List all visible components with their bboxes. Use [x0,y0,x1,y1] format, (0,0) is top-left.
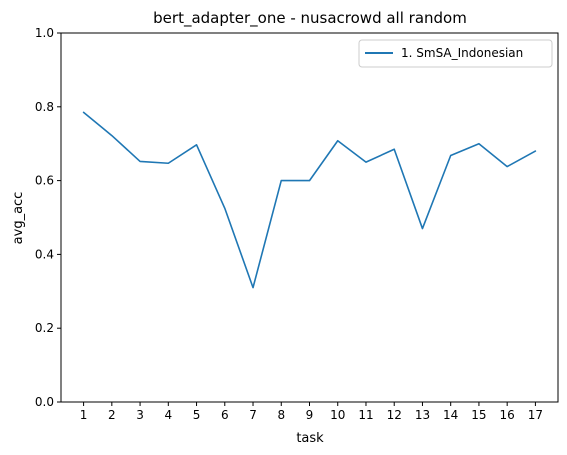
series-layer [82,111,537,289]
y-tick-label: 0.2 [35,321,54,335]
x-tick-label: 1 [80,408,88,422]
x-tick-label: 2 [108,408,116,422]
y-axis: 0.0 0.2 0.4 0.6 0.8 1.0 [35,26,61,409]
plot-frame [60,32,559,403]
series-line-0 [82,111,537,289]
y-tick-label: 0.6 [35,174,54,188]
x-tick-label: 8 [277,408,285,422]
x-tick-label: 9 [306,408,314,422]
plot-area [60,32,559,403]
y-axis-label: avg_acc [11,192,26,245]
x-tick-label: 3 [136,408,144,422]
x-tick-label: 15 [471,408,486,422]
x-tick-label: 5 [193,408,201,422]
legend-box [358,39,553,68]
y-tick-label: 0.8 [35,100,54,114]
x-tick-label: 16 [500,408,515,422]
x-tick-label: 17 [528,408,543,422]
x-tick-label: 10 [330,408,345,422]
x-tick-label: 7 [249,408,257,422]
legend: 1. SmSA_Indonesian [358,39,553,68]
x-axis-label: task [296,431,324,446]
y-tick-label: 0.0 [35,395,54,409]
y-tick-label: 1.0 [35,26,54,40]
x-tick-label: 13 [415,408,430,422]
y-tick-label: 0.4 [35,247,54,261]
x-tick-label: 12 [387,408,402,422]
x-tick-label: 4 [164,408,172,422]
x-tick-label: 14 [443,408,458,422]
legend-label: 1. SmSA_Indonesian [401,46,523,60]
x-axis: 1 2 3 4 5 6 7 8 9 10 11 12 13 14 15 16 17 [80,402,543,422]
x-tick-label: 6 [221,408,229,422]
x-tick-label: 11 [358,408,373,422]
chart-title: bert_adapter_one - nusacrowd all random [153,9,467,28]
